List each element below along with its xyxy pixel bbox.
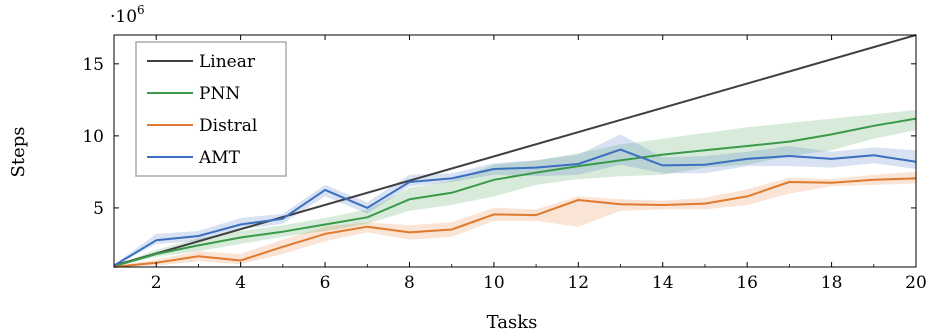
y-multiplier-base: ·10 bbox=[110, 7, 137, 27]
x-tick-label: 14 bbox=[652, 273, 674, 293]
x-tick-label: 2 bbox=[151, 273, 162, 293]
line-distral bbox=[113, 177, 917, 268]
x-tick-label: 20 bbox=[905, 273, 927, 293]
legend-box bbox=[135, 41, 287, 177]
x-axis-title: Tasks bbox=[487, 312, 538, 333]
x-tick-label: 4 bbox=[235, 273, 246, 293]
legend-label-pnn: PNN bbox=[199, 84, 240, 104]
legend-label-amt: AMT bbox=[198, 148, 241, 168]
x-tick-label: 16 bbox=[736, 273, 758, 293]
line-pnn bbox=[113, 117, 917, 268]
line-amt bbox=[113, 148, 917, 267]
plot-frame bbox=[113, 34, 917, 268]
y-axis-title: Steps bbox=[8, 127, 29, 178]
legend: Linear PNN Distral AMT bbox=[135, 41, 287, 177]
y-tick-label: 5 bbox=[93, 199, 104, 219]
x-tick-label: 12 bbox=[567, 273, 589, 293]
y-tick-label: 10 bbox=[82, 127, 104, 147]
x-tick-label: 18 bbox=[821, 273, 843, 293]
axes: 2 4 6 8 10 12 14 16 18 20 5 10 15 bbox=[82, 34, 927, 293]
y-tick-label: 15 bbox=[82, 55, 104, 75]
x-tick-label: 6 bbox=[320, 273, 331, 293]
line-linear bbox=[113, 34, 917, 267]
x-tick-label: 8 bbox=[404, 273, 415, 293]
y-multiplier-exponent: 6 bbox=[137, 3, 145, 17]
x-tick-label: 10 bbox=[483, 273, 505, 293]
y-multiplier-label: ·106 bbox=[110, 3, 145, 27]
series-lines bbox=[113, 34, 917, 268]
band-distral bbox=[114, 171, 916, 268]
band-amt bbox=[114, 134, 916, 267]
legend-label-distral: Distral bbox=[199, 116, 257, 136]
legend-label-linear: Linear bbox=[199, 52, 256, 72]
